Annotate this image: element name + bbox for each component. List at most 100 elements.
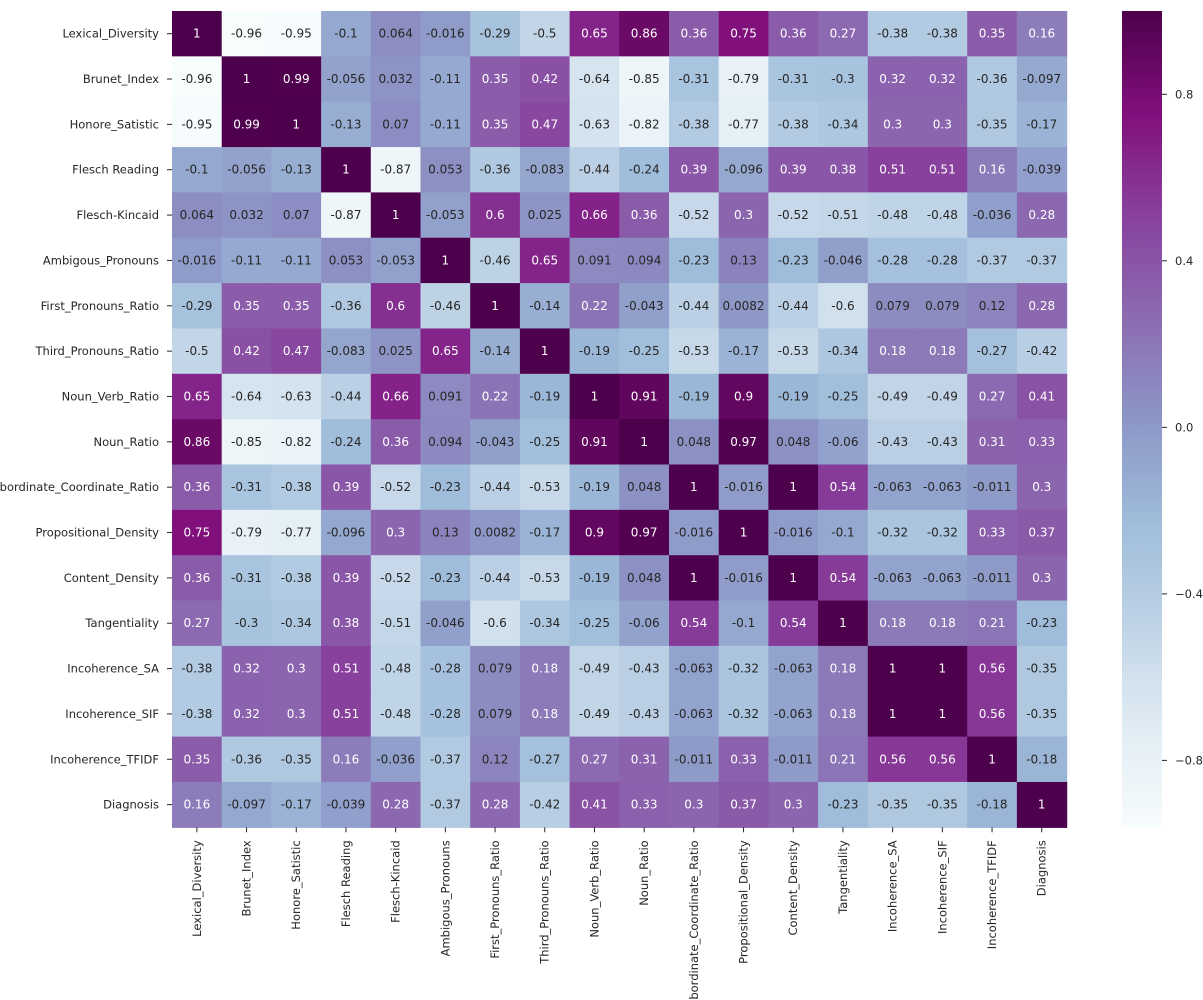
heatmap-cell-value: -0.5 [185, 344, 208, 358]
heatmap-cell-value: -0.011 [774, 752, 813, 766]
y-tick-label: Brunet_Index [83, 72, 159, 86]
heatmap-cell [470, 237, 521, 284]
heatmap-cell-value: -0.28 [927, 253, 958, 267]
heatmap-cell-value: -0.043 [625, 299, 664, 313]
heatmap-cell-value: -0.23 [430, 571, 461, 585]
heatmap-cell [172, 555, 223, 602]
heatmap-cell-value: -0.38 [678, 117, 709, 131]
x-tick-label: Honore_Satistic [289, 840, 303, 929]
heatmap-cell [321, 283, 372, 330]
heatmap-cell-value: 0.65 [531, 253, 558, 267]
heatmap-cell [1016, 509, 1068, 556]
heatmap-cell [519, 419, 571, 466]
x-tick-label: Brunet_Index [240, 840, 254, 916]
heatmap-cell-value: 0.3 [684, 798, 703, 812]
colorbar-gradient [1122, 11, 1162, 827]
heatmap-cell-value: 0.091 [428, 389, 462, 403]
heatmap-cell [818, 56, 869, 103]
heatmap-cell-value: -0.42 [529, 798, 560, 812]
heatmap-cell-value: 0.86 [183, 435, 210, 449]
heatmap-cell-value: -0.36 [480, 163, 511, 177]
heatmap-cell-value: -0.016 [774, 526, 813, 540]
heatmap-cell-value: -0.011 [973, 480, 1012, 494]
heatmap-cell [172, 600, 223, 647]
heatmap-cell-value: 1 [939, 707, 947, 721]
heatmap-cell [172, 464, 223, 511]
heatmap-cell-value: 0.07 [382, 117, 409, 131]
heatmap-cell [718, 600, 769, 647]
heatmap-cell [768, 600, 819, 647]
heatmap-cell [172, 56, 223, 103]
heatmap-cell-value: 0.51 [333, 707, 360, 721]
heatmap-cell-value: 0.65 [432, 344, 459, 358]
heatmap-cell [569, 509, 620, 556]
heatmap-cell-value: -0.32 [927, 526, 958, 540]
heatmap-cell-value: -0.097 [1022, 72, 1061, 86]
heatmap-cell-value: -0.35 [1026, 662, 1057, 676]
heatmap-cell [470, 56, 521, 103]
heatmap-cell-value: -0.29 [480, 27, 511, 41]
heatmap-cell [420, 147, 471, 193]
heatmap-cell [420, 11, 471, 57]
heatmap-cell-value: 0.99 [233, 117, 260, 131]
heatmap-cell-value: 0.079 [875, 299, 909, 313]
heatmap-cell-value: 0.36 [183, 571, 210, 585]
heatmap-cell-value: -0.38 [778, 117, 809, 131]
heatmap-cell [420, 600, 471, 647]
heatmap-cells [172, 11, 1068, 828]
heatmap-cell [271, 283, 322, 330]
heatmap-cell [569, 555, 620, 602]
heatmap-cell-value: 0.35 [283, 299, 310, 313]
x-tick-label: Ambigous_Pronouns [438, 840, 452, 956]
heatmap-cell [420, 691, 471, 738]
heatmap-cell-value: 0.41 [581, 798, 608, 812]
heatmap-cell [370, 555, 422, 602]
heatmap-cell-value: 0.51 [333, 662, 360, 676]
heatmap-cell-value: -0.87 [330, 208, 361, 222]
heatmap-cell-value: 0.079 [478, 662, 512, 676]
heatmap-cell [619, 373, 670, 420]
heatmap-cell-value: -0.1 [831, 526, 854, 540]
heatmap-cell-value: -0.53 [529, 480, 560, 494]
heatmap-cell [470, 781, 521, 828]
heatmap-cell [718, 509, 769, 556]
heatmap-cell-value: 0.16 [333, 752, 360, 766]
heatmap-cell-value: -0.5 [533, 27, 556, 41]
heatmap-cell-value: 1 [988, 752, 996, 766]
heatmap-cell-value: 0.75 [730, 27, 757, 41]
heatmap-cell [669, 237, 720, 284]
heatmap-cell-value: -0.36 [330, 299, 361, 313]
heatmap-cell [619, 555, 670, 602]
heatmap-cell-value: -0.44 [778, 299, 809, 313]
heatmap-cell [470, 509, 521, 556]
heatmap-cell [172, 781, 223, 828]
heatmap-cell-value: 0.91 [631, 389, 658, 403]
heatmap-cell [370, 328, 422, 375]
heatmap-cell [1016, 147, 1068, 193]
heatmap-cell-value: 0.66 [382, 389, 409, 403]
heatmap-cell [967, 419, 1018, 466]
heatmap-cell [818, 645, 869, 692]
heatmap-cell [221, 101, 272, 148]
heatmap-cell-value: 0.35 [482, 117, 509, 131]
heatmap-cell [370, 373, 422, 420]
heatmap-cell-value: -0.44 [678, 299, 709, 313]
heatmap-cell [669, 56, 720, 103]
heatmap-cell [321, 509, 372, 556]
heatmap-cell [470, 464, 521, 511]
heatmap-cell-value: -0.063 [675, 707, 714, 721]
heatmap-cell-value: 0.54 [780, 616, 807, 630]
heatmap-cell [420, 101, 471, 148]
heatmap-cell [867, 56, 919, 103]
heatmap-cell-value: 0.13 [730, 253, 757, 267]
heatmap-cell [718, 147, 769, 193]
heatmap-cell [669, 283, 720, 330]
heatmap-cell [619, 147, 670, 193]
heatmap-cell-value: -0.25 [827, 389, 858, 403]
heatmap-cell-value: 0.9 [734, 389, 753, 403]
heatmap-cell-value: -0.49 [877, 389, 908, 403]
heatmap-cell-value: 0.47 [531, 117, 558, 131]
heatmap-cell [271, 691, 322, 738]
heatmap-cell-value: -0.34 [281, 616, 312, 630]
heatmap-cell-value: -0.19 [529, 389, 560, 403]
